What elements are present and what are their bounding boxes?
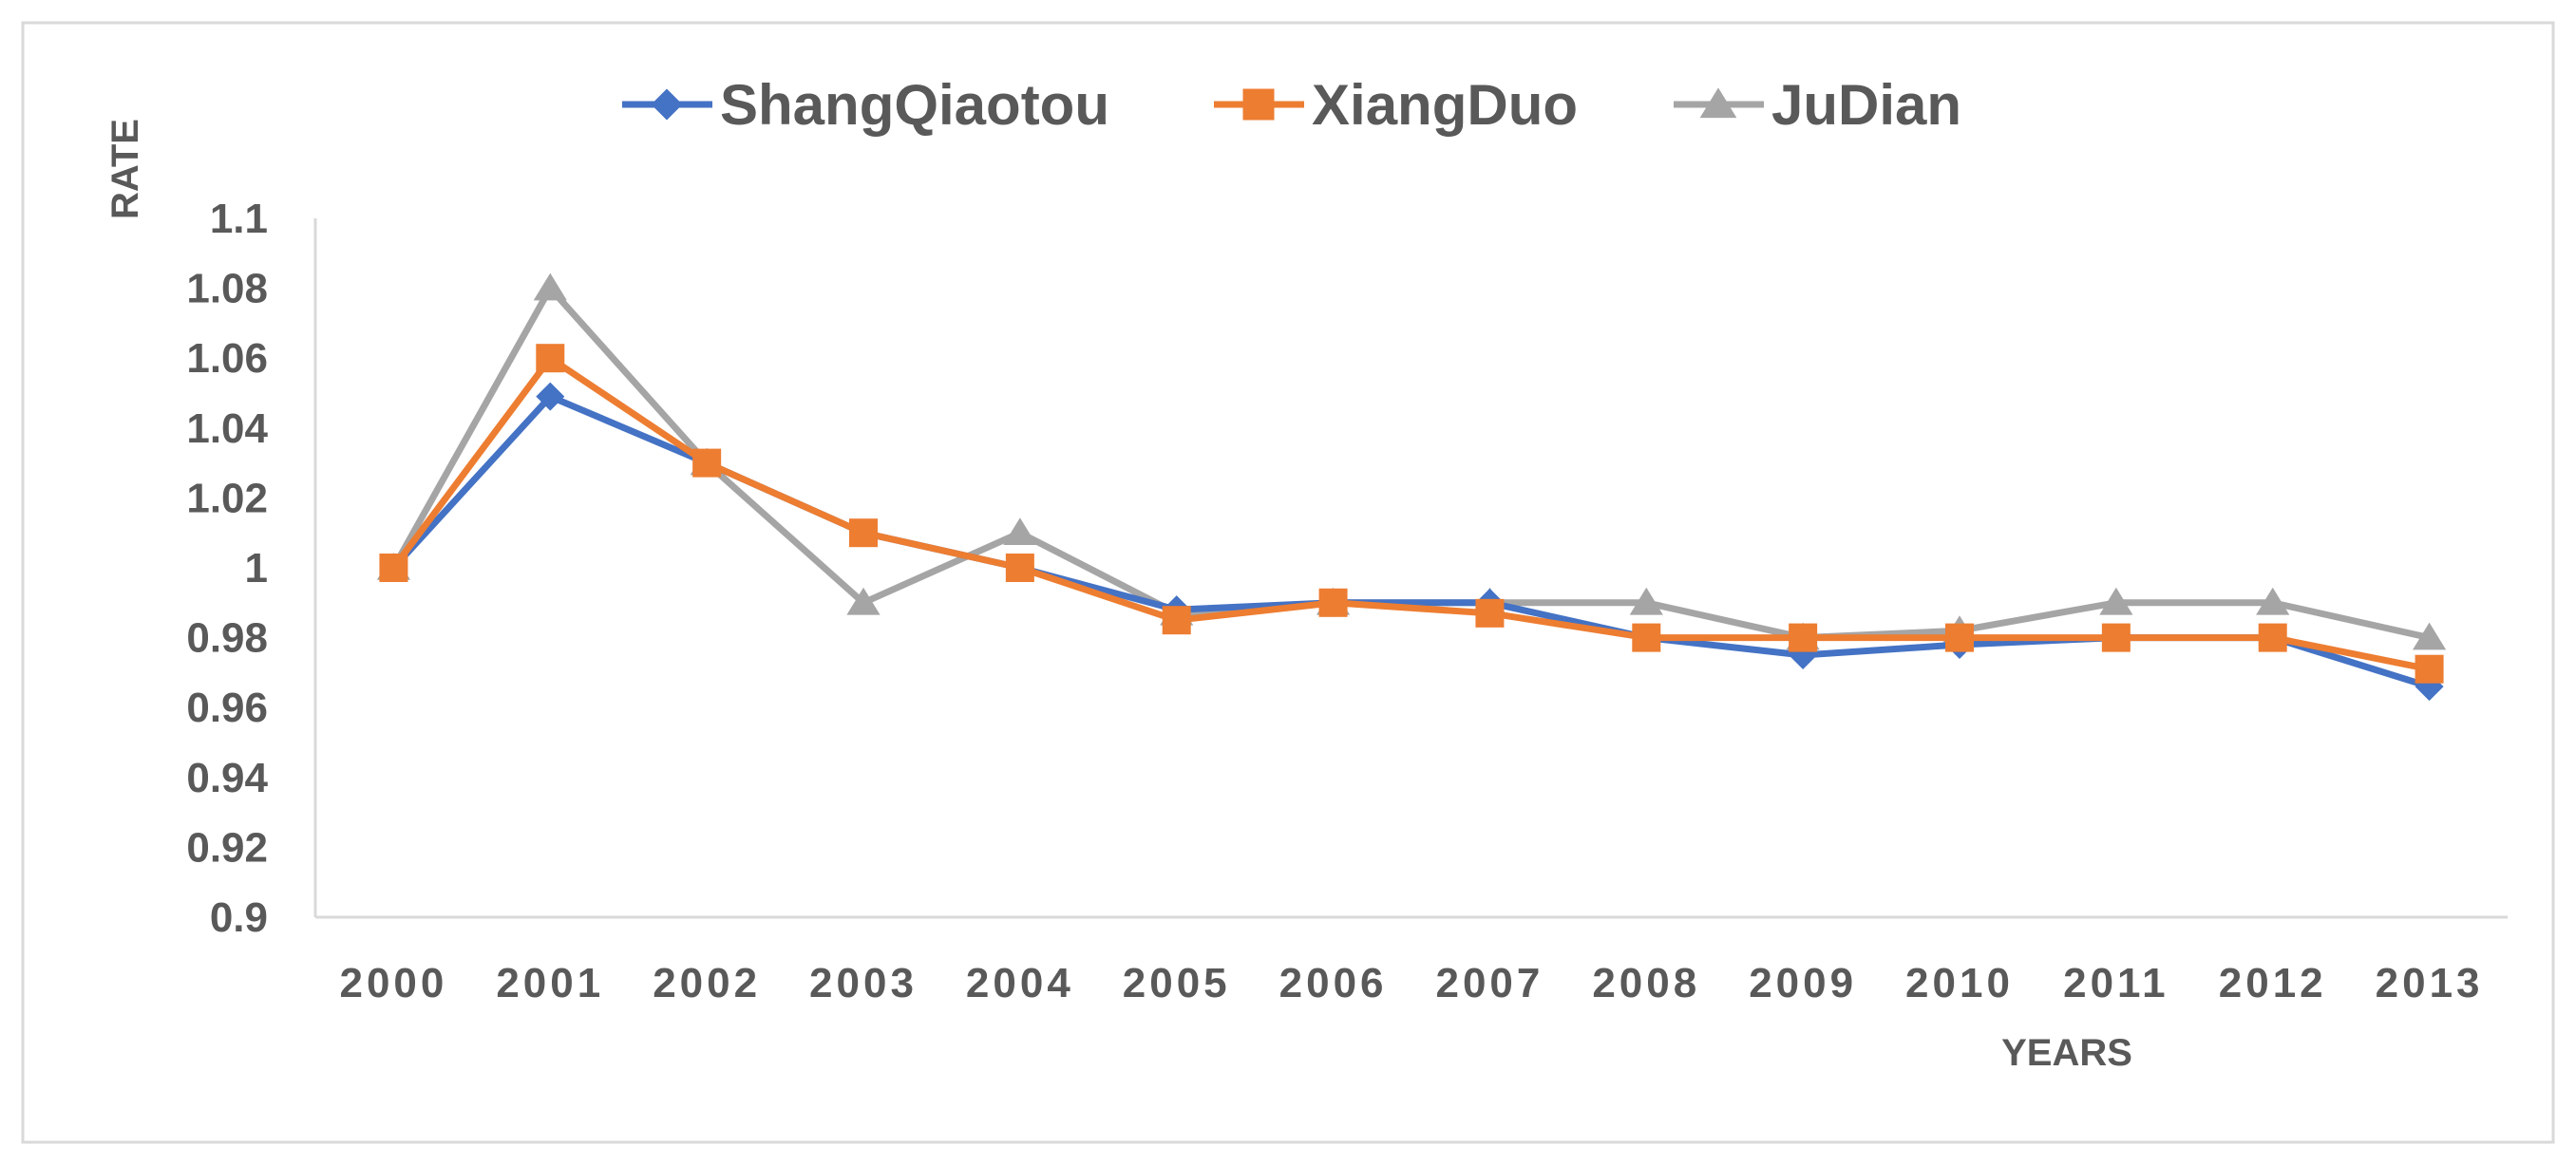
x-tick-label: 2011 (2063, 960, 2169, 1006)
y-tick-label: 0.98 (186, 615, 268, 662)
x-tick-label: 2002 (653, 960, 761, 1006)
y-tick-label: 0.96 (186, 685, 268, 731)
data-point (536, 344, 565, 373)
data-point (1005, 554, 1034, 582)
x-axis-ticks: 2000 2001 2002 2003 2004 2005 2006 2007 2008 2009… (339, 960, 2484, 1006)
y-tick-label: 0.92 (186, 824, 268, 871)
x-tick-label: 2008 (1592, 960, 1700, 1006)
legend: ShangQiaotou XiangDuo JuDian (622, 73, 1961, 137)
data-point (1632, 623, 1661, 652)
data-point (2256, 587, 2290, 615)
chart-border (21, 21, 2555, 1144)
data-point (2101, 623, 2131, 652)
data-point (1945, 623, 1974, 652)
x-tick-label: 2007 (1435, 960, 1544, 1006)
data-point (1003, 517, 1037, 545)
data-point (1475, 598, 1505, 628)
legend-item: ShangQiaotou (622, 73, 1109, 137)
series-layer (376, 272, 2447, 702)
y-tick-label: 1 (245, 545, 268, 592)
legend-label: XiangDuo (1312, 73, 1578, 137)
data-point (2099, 587, 2133, 615)
x-tick-label: 2010 (1905, 960, 2014, 1006)
legend-item: JuDian (1674, 73, 1961, 137)
data-point (2258, 623, 2287, 652)
y-tick-label: 1.04 (186, 405, 268, 452)
x-tick-label: 2005 (1123, 960, 1231, 1006)
x-tick-label: 2001 (496, 960, 604, 1006)
y-tick-label: 0.9 (210, 894, 268, 941)
y-axis-ticks: 0.9 0.92 0.94 0.96 0.98 1 1.02 1.04 1.06 1.08 1.1 (186, 196, 268, 941)
data-point (692, 448, 722, 478)
y-tick-label: 0.94 (186, 755, 268, 801)
data-point (1629, 587, 1663, 615)
data-point (2415, 654, 2444, 684)
data-point (849, 518, 878, 548)
legend-marker (1242, 88, 1275, 121)
series-line (389, 354, 2434, 673)
x-tick-label: 2013 (2376, 960, 2484, 1006)
data-point (2412, 622, 2447, 650)
legend-item: XiangDuo (1214, 73, 1578, 137)
y-axis-title: RATE (104, 119, 146, 219)
x-tick-label: 2006 (1279, 960, 1388, 1006)
data-point (1789, 623, 1818, 652)
x-tick-label: 2000 (339, 960, 447, 1006)
data-point (536, 382, 565, 411)
y-tick-label: 1.06 (186, 335, 268, 382)
legend-marker (1699, 87, 1737, 119)
legend-label: JuDian (1771, 73, 1961, 137)
x-tick-label: 2004 (966, 960, 1074, 1006)
y-tick-label: 1.08 (186, 266, 268, 312)
y-tick-label: 1.1 (210, 196, 268, 242)
legend-marker (651, 88, 683, 121)
x-tick-label: 2009 (1749, 960, 1857, 1006)
data-point (846, 587, 881, 615)
y-tick-label: 1.02 (186, 475, 268, 521)
series-xiangduo (379, 344, 2444, 684)
x-tick-label: 2012 (2219, 960, 2327, 1006)
data-point (1162, 606, 1191, 635)
legend-label: ShangQiaotou (720, 73, 1109, 137)
x-axis-title: YEARS (2001, 1032, 2132, 1074)
data-point (1318, 588, 1348, 617)
x-tick-label: 2003 (809, 960, 918, 1006)
data-point (533, 272, 567, 301)
data-point (379, 554, 408, 582)
